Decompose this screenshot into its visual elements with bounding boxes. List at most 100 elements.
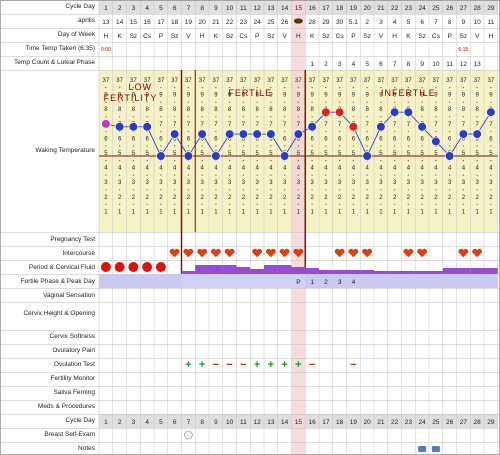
temp-dot: [366, 174, 368, 176]
temp-scale-value: 4: [407, 166, 411, 172]
temp-scale-value: 6: [462, 136, 466, 142]
breast-exam-icon: [184, 430, 193, 440]
label-meds: Meds & Procedures: [37, 403, 95, 410]
weekday-letter: V: [282, 33, 287, 40]
temp-scale-value: 6: [448, 136, 452, 142]
temp-scale-value: 3: [352, 180, 356, 186]
weekday-letter: K: [406, 33, 411, 40]
temp-dot: [338, 130, 341, 133]
weekday-letter: Cs: [143, 33, 152, 40]
temp-dot: [105, 116, 107, 118]
temp-scale-value: 1: [228, 209, 232, 215]
temp-scale-value: 8: [255, 107, 259, 113]
cycle-day-number-bottom: 21: [377, 419, 385, 426]
cervical-fluid-bar: [442, 268, 457, 274]
cycle-day-number-bottom: 2: [118, 419, 122, 426]
temp-dot: [228, 159, 231, 162]
temp-scale-value: 4: [269, 166, 273, 172]
temp-scale-value: 37: [213, 78, 220, 84]
temp-dot: [105, 203, 107, 206]
temp-scale-value: 6: [475, 136, 479, 142]
temp-scale-value: 4: [255, 166, 259, 172]
temp-scale-value: 2: [365, 195, 369, 201]
temp-dot: [105, 101, 107, 103]
temp-scale-value: 8: [104, 107, 108, 113]
temp-dot: [352, 189, 355, 191]
temp-scale-value: 1: [159, 209, 163, 215]
temp-dot: [393, 101, 396, 103]
temp-dot: [352, 101, 355, 103]
temp-scale-value: 1: [145, 209, 149, 215]
temperature-point: [472, 129, 482, 139]
temperature-point: [197, 129, 207, 139]
temp-scale-value: 9: [228, 93, 232, 99]
temp-scale-value: 37: [295, 78, 302, 84]
temperature-point: [362, 151, 372, 161]
temp-scale-value: 1: [132, 209, 136, 215]
temp-scale-value: 7: [407, 122, 411, 128]
label-temp-count: Temp Count & Luteal Phase: [14, 59, 95, 66]
temperature-point: [252, 129, 262, 139]
cycle-day-number-bottom: 14: [281, 419, 289, 426]
temp-scale-value: 9: [255, 93, 259, 99]
temp-dot: [325, 174, 327, 176]
temp-scale-value: 1: [118, 209, 122, 215]
temp-dot: [160, 145, 162, 147]
temperature-point: [321, 107, 331, 117]
temp-scale-value: 5: [200, 151, 204, 157]
temp-dot: [160, 116, 162, 118]
temp-dot: [311, 189, 313, 191]
temp-scale-value: 37: [364, 78, 371, 84]
temp-dot: [132, 86, 135, 89]
ovulation-test-mark: +: [268, 359, 274, 371]
temperature-point: [307, 122, 317, 132]
date-value: 9: [462, 19, 466, 26]
temp-scale-value: 4: [228, 166, 232, 172]
temp-scale-value: 7: [159, 122, 163, 128]
temp-scale-value: 5: [118, 151, 122, 157]
cervical-fluid-bar: [264, 265, 278, 274]
temp-scale-value: 8: [462, 107, 466, 113]
temp-count-value: 9: [420, 61, 424, 68]
temp-scale-value: 8: [242, 107, 246, 113]
cycle-day-number-bottom: 5: [159, 419, 163, 426]
temp-scale-value: 8: [448, 107, 452, 113]
temp-scale-value: 3: [228, 180, 232, 186]
cycle-day-number-bottom: 26: [446, 419, 454, 426]
temp-dot: [256, 145, 258, 147]
temp-dot: [297, 116, 300, 118]
temp-scale-value: 6: [420, 136, 424, 142]
temp-scale-value: 37: [419, 78, 426, 84]
temp-dot: [462, 116, 465, 118]
temp-dot: [173, 101, 176, 103]
temp-scale-value: 3: [407, 180, 411, 186]
cycle-day-number-bottom: 4: [145, 419, 149, 426]
temp-scale-value: 37: [391, 78, 398, 84]
temp-scale-value: 2: [228, 195, 232, 201]
temp-dot: [462, 174, 465, 176]
note-icon: [431, 446, 440, 452]
date-value: 10: [474, 19, 482, 26]
cycle-day-number: 3: [132, 5, 136, 12]
temp-dot: [146, 86, 148, 89]
temp-dot: [311, 86, 313, 89]
temp-scale-value: 8: [145, 107, 149, 113]
temp-scale-value: 7: [242, 122, 246, 128]
date-value: 29: [322, 19, 330, 26]
temp-dot: [366, 145, 368, 147]
temp-dot: [435, 86, 437, 89]
temp-scale-value: 1: [462, 209, 466, 215]
label-waking-temp: Waking Temperature: [35, 147, 95, 154]
temp-scale-value: 1: [434, 209, 438, 215]
temp-scale-value: 37: [405, 78, 412, 84]
temp-dot: [435, 116, 437, 118]
temp-scale-value: 37: [323, 78, 330, 84]
temp-scale-value: 2: [145, 195, 149, 201]
temp-scale-value: 7: [434, 122, 438, 128]
temp-dot: [490, 86, 492, 89]
temp-dot: [352, 203, 355, 206]
cycle-day-number-bottom: 15: [295, 419, 303, 426]
temp-scale-value: 37: [336, 78, 343, 84]
temp-scale-value: 2: [132, 195, 136, 201]
temp-scale-value: 37: [158, 78, 165, 84]
